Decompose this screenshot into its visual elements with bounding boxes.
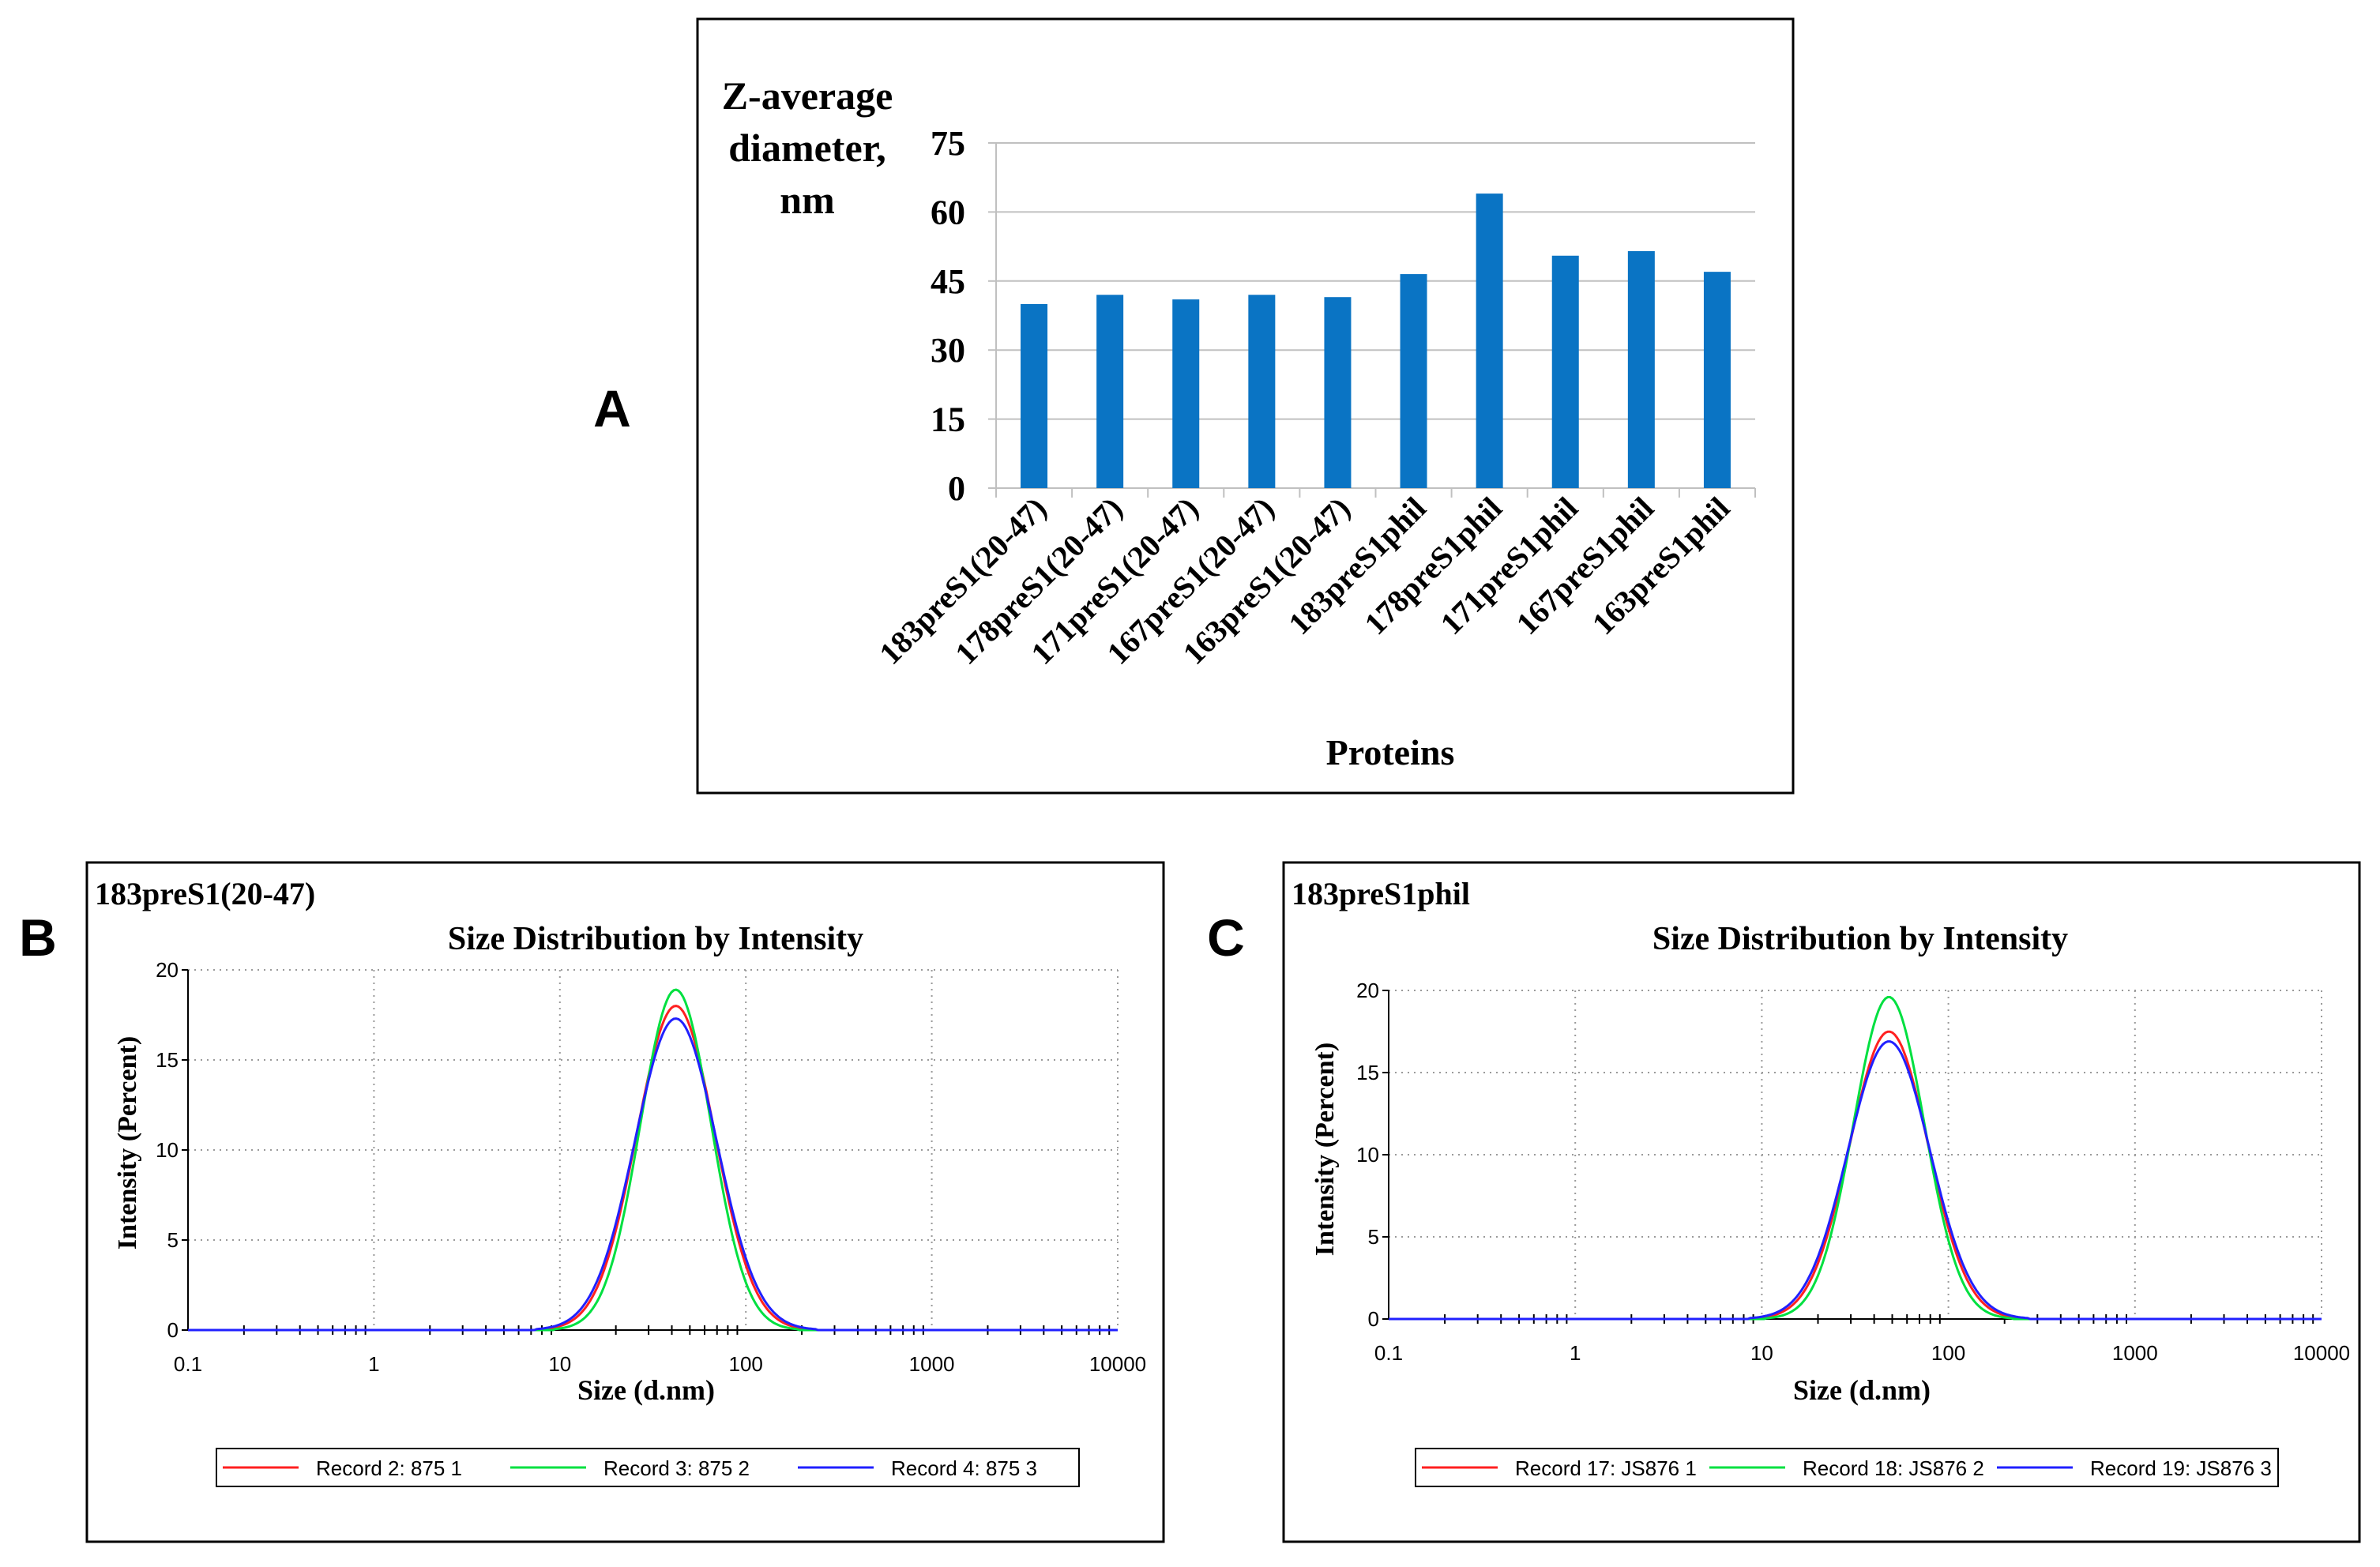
panel-c-y-tick-label: 15: [1356, 1061, 1379, 1084]
bar-chart-xlabel: Proteins: [1326, 732, 1455, 772]
panel-c-y-tick-label: 5: [1368, 1225, 1379, 1249]
panel-b-y-tick-label: 10: [156, 1138, 179, 1162]
panel-b-legend-items: Record 2: 875 1 Record 3: 875 2 Record 4: …: [223, 1456, 1037, 1480]
bar-chart-y-tick-label: 45: [931, 262, 965, 301]
bar-9: [1627, 250, 1655, 488]
panel-b-xlabel: Size (d.nm): [577, 1374, 715, 1406]
panel-c-x-tick-label: 10: [1750, 1341, 1773, 1365]
panel-c-frame: [1282, 861, 2361, 1543]
size-distribution-panel-b: 183preS1(20-47) Size Distribution by Int…: [85, 861, 1165, 1543]
panel-b-legend-label: Record 4: 875 3: [891, 1456, 1037, 1480]
bar-chart-panel: 0 15 30 45 60 75 183preS1(20-47)178preS1(20-4…: [696, 17, 1795, 795]
panel-c-x-tick-label: 10000: [2293, 1341, 2350, 1365]
panel-c-legend-label: Record 17: JS876 1: [1515, 1456, 1697, 1480]
bar-chart-frame: [696, 17, 1795, 795]
panel-b-frame: [85, 861, 1165, 1543]
panel-b-title: Size Distribution by Intensity: [448, 921, 863, 957]
panel-c-gridlines: [1382, 990, 2322, 1324]
panel-b-x-tick-label: 1: [368, 1352, 379, 1376]
panel-b-y-ticks: 0 5 10 15 20: [156, 958, 179, 1342]
bar-3: [1172, 299, 1200, 488]
bar-chart-y-ticks: 0 15 30 45 60 75: [931, 124, 965, 508]
bar-5: [1324, 297, 1352, 488]
panel-b-series-line-2: [188, 988, 1118, 1332]
bar-chart-y-tick-label: 0: [948, 469, 965, 508]
panel-b-y-tick-label: 5: [167, 1228, 179, 1252]
bar-chart-ylabel-line1: Z-average: [722, 73, 893, 118]
panel-c-y-tick-label: 10: [1356, 1143, 1379, 1167]
bar-chart-x-ticks: 183preS1(20-47)178preS1(20-47)171preS1(2…: [872, 490, 1736, 671]
panel-c-xlabel: Size (d.nm): [1793, 1374, 1931, 1406]
bar-chart-y-tick-label: 60: [931, 193, 965, 231]
bar-chart-y-tick-label: 15: [931, 400, 965, 439]
panel-b-x-tick-label: 10: [548, 1352, 571, 1376]
panel-c-series-line-3: [1389, 1040, 2322, 1321]
panel-c-x-tick-label: 1000: [2112, 1341, 2158, 1365]
panel-c-y-tick-label: 0: [1368, 1307, 1379, 1331]
panel-b-legend-label: Record 2: 875 1: [316, 1456, 462, 1480]
panel-c-title: Size Distribution by Intensity: [1652, 921, 2068, 957]
panel-b-legend: [216, 1448, 1080, 1487]
panel-c-x-ticks: 0.1 1 10 100 1000 10000: [1374, 1341, 2350, 1365]
bar-10: [1703, 272, 1731, 488]
panel-b-x-tick-label: 0.1: [174, 1352, 202, 1376]
bar-7: [1476, 194, 1503, 489]
panel-c-series-line-2: [1389, 996, 2322, 1321]
bar-chart-bars: [1021, 194, 1731, 489]
panel-letter-c: C: [1207, 908, 1245, 967]
panel-c-x-tick-label: 100: [1931, 1341, 1965, 1365]
panel-b-x-tick-label: 1000: [909, 1352, 955, 1376]
panel-c-legend-label: Record 19: JS876 3: [2090, 1456, 2272, 1480]
bar-chart-ylabel-line2: diameter,: [728, 126, 886, 170]
panel-b-x-tick-label: 100: [729, 1352, 763, 1376]
panel-c-x-tick-label: 1: [1570, 1341, 1581, 1365]
bar-chart-ylabel-line3: nm: [780, 178, 834, 222]
panel-letter-a: A: [593, 379, 631, 438]
panel-b-y-tick-label: 0: [167, 1318, 179, 1342]
panel-b-y-tick-label: 20: [156, 958, 179, 982]
bar-4: [1248, 295, 1276, 488]
panel-b-y-tick-label: 15: [156, 1048, 179, 1072]
bar-6: [1400, 274, 1427, 488]
panel-c-y-tick-label: 20: [1356, 979, 1379, 1002]
panel-b-corner-label: 183preS1(20-47): [95, 876, 315, 911]
bar-chart-y-tick-label: 75: [931, 124, 965, 163]
panel-b-x-tick-label: 10000: [1089, 1352, 1146, 1376]
bar-chart-y-tick-label: 30: [931, 331, 965, 370]
panel-b-ylabel: Intensity (Percent): [113, 1036, 142, 1249]
panel-c-y-ticks: 0 5 10 15 20: [1356, 979, 1379, 1331]
panel-c-series-lines: [1389, 996, 2322, 1321]
bar-2: [1096, 295, 1124, 488]
panel-c-legend: [1415, 1448, 2279, 1487]
bar-1: [1021, 303, 1048, 488]
panel-c-series-line-1: [1389, 1030, 2322, 1321]
panel-c-legend-items: Record 17: JS876 1 Record 18: JS876 2 Reco…: [1422, 1456, 2272, 1480]
panel-c-legend-label: Record 18: JS876 2: [1803, 1456, 1984, 1480]
panel-b-gridlines: [182, 969, 1119, 1335]
bar-8: [1551, 255, 1579, 488]
panel-b-x-ticks: 0.1 1 10 100 1000 10000: [174, 1352, 1146, 1376]
panel-c-corner-label: 183preS1phil: [1292, 876, 1470, 911]
size-distribution-panel-c: 183preS1phil Size Distribution by Intens…: [1282, 861, 2361, 1543]
panel-b-series-lines: [188, 988, 1118, 1332]
panel-b-legend-label: Record 3: 875 2: [603, 1456, 750, 1480]
panel-letter-b: B: [19, 908, 57, 967]
panel-c-ylabel: Intensity (Percent): [1310, 1043, 1340, 1256]
panel-b-series-line-3: [188, 1017, 1118, 1332]
panel-c-x-tick-label: 0.1: [1374, 1341, 1403, 1365]
